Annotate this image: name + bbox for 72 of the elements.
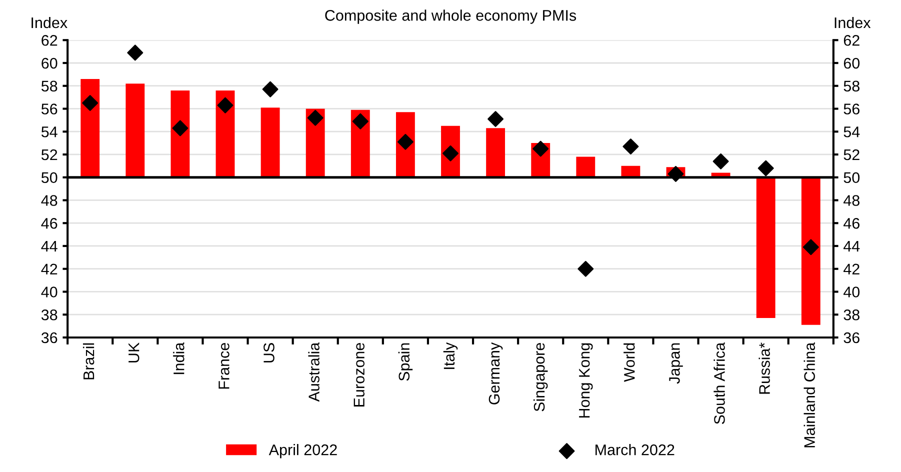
bar	[80, 79, 100, 178]
y2-tick-label: 62	[844, 34, 860, 46]
point	[668, 166, 684, 182]
point	[488, 111, 504, 128]
x-tick-label: Spain	[398, 343, 413, 381]
y-tick-label: 54	[41, 126, 58, 138]
y-tick-label: 60	[42, 58, 58, 69]
x-tick-label: Japan	[669, 343, 683, 384]
y2-tick-label: 60	[844, 58, 860, 69]
y2-tick-label: 42	[844, 264, 860, 274]
y2-tick-label: 48	[844, 195, 860, 206]
y-tick-label: 50	[41, 172, 58, 184]
y-axis-title: Index	[32, 16, 68, 28]
x-tick-label: Singapore	[533, 343, 548, 412]
y-tick-label: 42	[41, 264, 58, 274]
bar	[126, 84, 145, 178]
y-tick-label: 58	[41, 80, 58, 92]
legend-label: April 2022	[268, 444, 337, 458]
y-tick-label: 36	[41, 332, 58, 344]
legend-label: March 2022	[596, 444, 674, 456]
point	[352, 113, 368, 130]
y2-tick-label: 58	[844, 80, 860, 92]
y-tick-label: 52	[41, 149, 58, 160]
bar	[756, 177, 776, 318]
point	[712, 153, 729, 170]
x-tick-label: Brazil	[82, 343, 94, 380]
y2-tick-label: 38	[844, 309, 860, 320]
x-tick-label: Russia*	[758, 342, 770, 394]
point	[217, 97, 234, 114]
y-tick-label: 38	[41, 309, 58, 320]
point	[758, 160, 774, 176]
point	[578, 260, 594, 277]
point	[307, 110, 324, 126]
chart-title: Composite and whole economy PMIs	[325, 10, 576, 24]
y2-tick-label: 46	[844, 218, 860, 229]
x-tick-label: South Africa	[714, 342, 725, 424]
bar	[486, 128, 506, 178]
y-tick-label: 40	[41, 286, 58, 298]
bar	[576, 156, 596, 178]
y2-tick-label: 36	[844, 332, 860, 344]
y2-tick-label: 54	[844, 126, 860, 138]
y-tick-label: 56	[41, 104, 58, 114]
x-tick-label: UK	[128, 342, 140, 362]
y2-tick-label: 52	[844, 149, 860, 160]
x-tick-label: France	[218, 343, 230, 389]
x-tick-label: Eurozone	[354, 343, 364, 406]
point	[622, 138, 639, 154]
y-tick-label: 48	[41, 195, 58, 206]
y-tick-label: 46	[41, 218, 58, 229]
point	[172, 120, 188, 136]
x-tick-label: Australia	[308, 342, 320, 402]
point	[532, 140, 549, 157]
x-tick-label: World	[624, 343, 635, 382]
point	[127, 44, 144, 61]
y2-tick-label: 40	[844, 286, 860, 298]
y-tick-label: 62	[42, 34, 58, 46]
x-tick-label: Germany	[488, 342, 503, 404]
point	[262, 81, 278, 98]
y-tick-label: 44	[41, 241, 58, 252]
y2-tick-label: 50	[844, 172, 860, 184]
y2-tick-label: 44	[844, 241, 860, 252]
point	[802, 239, 819, 256]
x-tick-label: Italy	[443, 342, 458, 369]
x-tick-label: Mainland China	[804, 342, 815, 448]
bar	[801, 177, 820, 325]
x-tick-label: Hong Kong	[579, 343, 593, 418]
y2-axis-title: Index	[834, 16, 871, 28]
x-tick-label: US	[264, 343, 274, 362]
bar	[260, 108, 280, 178]
y2-tick-label: 56	[844, 104, 860, 114]
x-tick-label: India	[173, 342, 184, 374]
point	[82, 95, 98, 111]
